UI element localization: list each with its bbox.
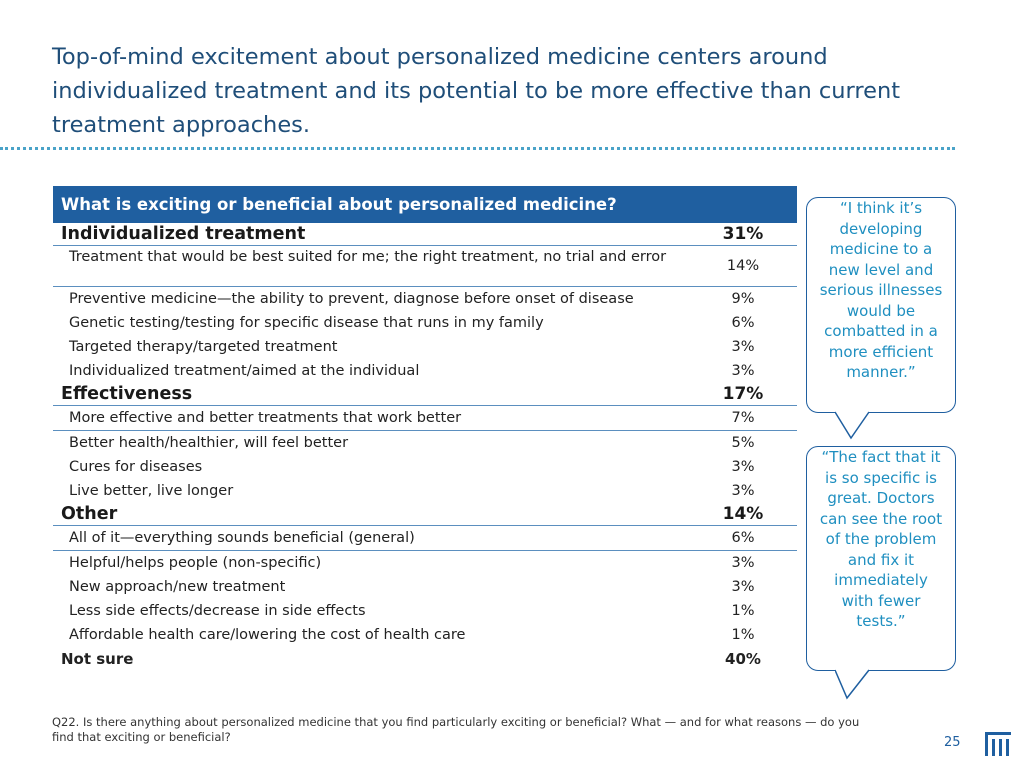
quote-text: “The fact that it is so specific is grea… xyxy=(819,448,943,630)
row-value: 6% xyxy=(731,315,755,331)
brand-logo-icon xyxy=(985,732,1011,756)
row-value: 3% xyxy=(731,579,755,595)
row-label: Targeted therapy/targeted treatment xyxy=(69,339,338,355)
row-label: Individualized treatment/aimed at the in… xyxy=(69,363,420,379)
row-value: 14% xyxy=(726,258,760,274)
row-label: All of it—everything sounds beneficial (… xyxy=(69,530,415,546)
table-row: Genetic testing/testing for specific dis… xyxy=(53,311,797,335)
row-value: 1% xyxy=(731,603,755,619)
row-value: 1% xyxy=(731,627,755,643)
row-label: Preventive medicine—the ability to preve… xyxy=(69,291,634,307)
row-value: 3% xyxy=(731,363,755,379)
row-value: 17% xyxy=(722,384,764,404)
quote-bubble-tail xyxy=(835,411,870,440)
table-row: Live better, live longer 3% xyxy=(53,479,797,503)
table-row: Treatment that would be best suited for … xyxy=(53,246,797,287)
row-label: Other xyxy=(61,504,118,524)
table-row: Cures for diseases 3% xyxy=(53,455,797,479)
table-row: Less side effects/decrease in side effec… xyxy=(53,599,797,623)
table-row: Targeted therapy/targeted treatment 3% xyxy=(53,335,797,359)
table-row: Helpful/helps people (non-specific) 3% xyxy=(53,551,797,575)
category-row: Other 14% xyxy=(53,503,797,526)
table-row: All of it—everything sounds beneficial (… xyxy=(53,526,797,551)
row-value: 3% xyxy=(731,555,755,571)
row-label: Individualized treatment xyxy=(61,224,306,244)
row-label: Less side effects/decrease in side effec… xyxy=(69,603,366,619)
row-value: 40% xyxy=(725,650,761,668)
slide-title: Top-of-mind excitement about personalize… xyxy=(52,44,901,138)
results-table: What is exciting or beneficial about per… xyxy=(53,186,797,671)
row-value: 6% xyxy=(731,530,755,546)
row-value: 3% xyxy=(731,339,755,355)
row-label: More effective and better treatments tha… xyxy=(69,410,462,426)
row-label: Genetic testing/testing for specific dis… xyxy=(69,315,544,331)
quote-text: “I think it’s developing medicine to a n… xyxy=(819,199,943,381)
row-label: Affordable health care/lowering the cost… xyxy=(69,627,466,643)
page-number: 25 xyxy=(944,735,961,750)
row-label: Better health/healthier, will feel bette… xyxy=(69,435,349,451)
row-value: 31% xyxy=(722,224,764,244)
table-row: New approach/new treatment 3% xyxy=(53,575,797,599)
quote-bubble: “The fact that it is so specific is grea… xyxy=(806,446,956,671)
category-row: Effectiveness 17% xyxy=(53,383,797,406)
row-label: Cures for diseases xyxy=(69,459,203,475)
dotted-divider xyxy=(0,147,955,150)
category-row: Individualized treatment 31% xyxy=(53,223,797,246)
row-label: Treatment that would be best suited for … xyxy=(69,249,667,265)
quote-bubble-tail xyxy=(835,669,870,700)
table-row: Individualized treatment/aimed at the in… xyxy=(53,359,797,383)
table-row: More effective and better treatments tha… xyxy=(53,406,797,431)
row-label: New approach/new treatment xyxy=(69,579,286,595)
row-label: Effectiveness xyxy=(61,384,193,404)
row-label: Helpful/helps people (non-specific) xyxy=(69,555,322,571)
table-header: What is exciting or beneficial about per… xyxy=(53,186,797,223)
quote-bubble: “I think it’s developing medicine to a n… xyxy=(806,197,956,413)
table-row: Affordable health care/lowering the cost… xyxy=(53,623,797,647)
row-value: 7% xyxy=(731,410,755,426)
row-value: 3% xyxy=(731,459,755,475)
row-label: Not sure xyxy=(61,650,134,668)
row-label: Live better, live longer xyxy=(69,483,234,499)
row-value: 3% xyxy=(731,483,755,499)
footnote: Q22. Is there anything about personalize… xyxy=(52,715,860,744)
row-value: 5% xyxy=(731,435,755,451)
table-row: Better health/healthier, will feel bette… xyxy=(53,431,797,455)
row-value: 9% xyxy=(731,291,755,307)
not-sure-row: Not sure 40% xyxy=(53,647,797,671)
table-row: Preventive medicine—the ability to preve… xyxy=(53,287,797,311)
row-value: 14% xyxy=(722,504,764,524)
